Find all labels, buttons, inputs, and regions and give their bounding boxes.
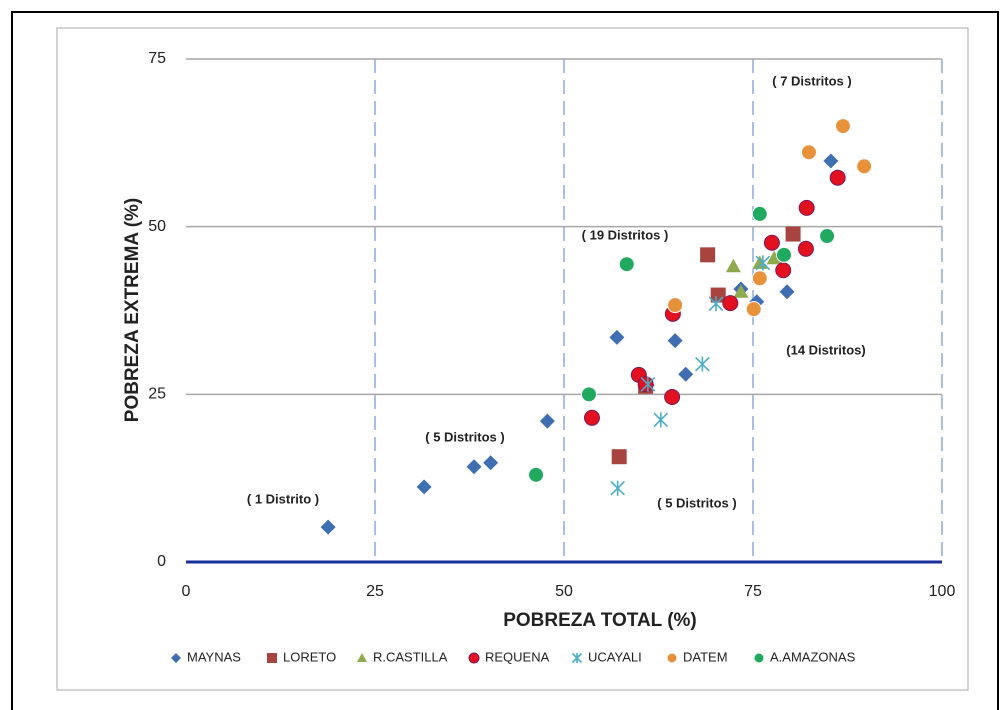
legend-label: DATEM xyxy=(683,649,728,664)
point xyxy=(745,301,762,318)
outer-border xyxy=(11,11,999,710)
legend-marker xyxy=(267,653,277,663)
legend-label: LORETO xyxy=(283,649,336,664)
point xyxy=(653,412,669,428)
x-tick-label: 25 xyxy=(366,583,384,600)
point xyxy=(539,413,555,429)
point xyxy=(320,519,336,535)
legend-marker xyxy=(171,653,181,663)
annotation: ( 5 Distritos ) xyxy=(425,429,504,444)
point xyxy=(779,284,795,300)
y-tick-label: 75 xyxy=(148,50,166,67)
point xyxy=(722,295,739,312)
legend-marker xyxy=(468,652,480,664)
point xyxy=(583,409,600,426)
point xyxy=(416,479,432,495)
point xyxy=(610,480,625,496)
legend-label: MAYNAS xyxy=(187,649,241,664)
point xyxy=(856,158,873,175)
point xyxy=(733,284,749,298)
point xyxy=(483,455,499,471)
point xyxy=(751,205,768,222)
y-tick-label: 25 xyxy=(148,386,166,403)
point xyxy=(823,153,839,169)
point xyxy=(763,234,780,251)
point xyxy=(667,297,684,314)
legend-marker xyxy=(571,652,583,664)
point xyxy=(800,144,817,161)
point xyxy=(678,366,694,382)
point xyxy=(775,262,792,279)
point xyxy=(798,199,815,216)
point xyxy=(834,118,851,135)
point xyxy=(751,270,768,287)
x-tick-label: 0 xyxy=(182,583,191,600)
point xyxy=(667,333,683,349)
point xyxy=(708,296,724,312)
point xyxy=(611,449,627,465)
point xyxy=(466,459,482,475)
x-tick-label: 100 xyxy=(929,583,956,600)
annotation: ( 7 Distritos ) xyxy=(772,73,851,88)
annotation: ( 5 Distritos ) xyxy=(657,495,736,510)
point xyxy=(664,389,681,406)
x-tick-label: 50 xyxy=(555,583,573,600)
point xyxy=(637,376,654,393)
y-axis-title: POBREZA EXTREMA (%) xyxy=(122,198,143,422)
legend-label: UCAYALI xyxy=(588,649,642,664)
point xyxy=(797,240,814,257)
y-tick-label: 0 xyxy=(157,553,166,570)
x-tick-label: 75 xyxy=(744,583,762,600)
annotation: (14 Distritos) xyxy=(786,342,865,357)
point xyxy=(766,250,782,265)
point xyxy=(725,258,741,273)
point xyxy=(700,247,716,263)
chart-frame xyxy=(56,27,969,691)
legend-marker xyxy=(666,652,678,664)
point xyxy=(785,226,801,242)
legend-label: A.AMAZONAS xyxy=(770,649,856,664)
grid xyxy=(186,58,943,564)
legend-label: REQUENA xyxy=(485,649,550,664)
x-axis-title: POBREZA TOTAL (%) xyxy=(503,610,697,631)
point xyxy=(618,256,635,273)
point xyxy=(695,356,710,372)
point xyxy=(609,329,625,345)
point xyxy=(819,228,836,245)
legend-label: R.CASTILLA xyxy=(373,649,448,664)
point xyxy=(580,386,597,403)
annotation: ( 1 Distrito ) xyxy=(247,491,319,506)
point xyxy=(640,376,656,392)
point xyxy=(755,255,771,271)
legend-marker xyxy=(357,653,367,662)
marks xyxy=(320,118,873,535)
y-tick-label: 50 xyxy=(148,218,166,235)
point xyxy=(775,246,792,263)
annotation: ( 19 Distritos ) xyxy=(582,227,669,242)
point xyxy=(528,466,545,483)
legend-marker xyxy=(753,652,765,664)
point xyxy=(829,169,846,186)
